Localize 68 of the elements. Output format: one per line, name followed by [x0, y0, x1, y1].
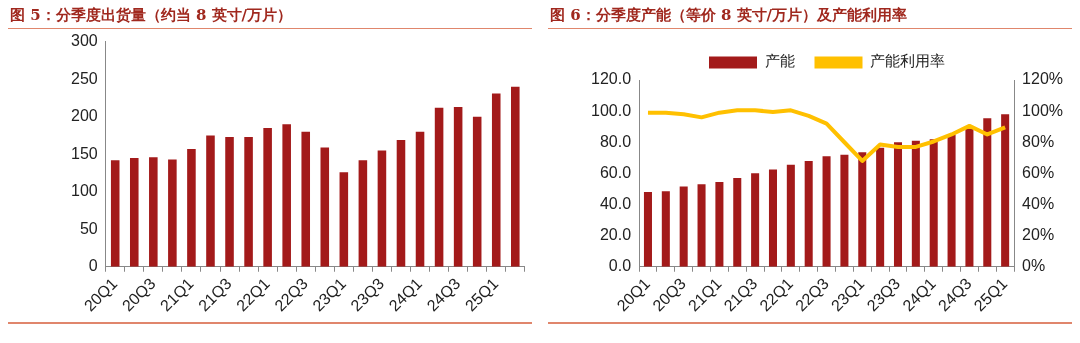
- bar: [983, 118, 992, 267]
- bar: [415, 131, 425, 267]
- bar: [282, 124, 291, 267]
- bar: [472, 116, 482, 267]
- y-tick-label: 200: [70, 107, 98, 125]
- y2-tick-label: 60%: [1022, 163, 1055, 181]
- y-tick-label: 80.0: [599, 132, 632, 150]
- bar: [149, 157, 158, 267]
- y2-tick-label: 100%: [1022, 101, 1063, 119]
- bar: [301, 131, 311, 267]
- bar: [1001, 114, 1010, 267]
- bar: [947, 134, 956, 267]
- bar: [434, 107, 444, 267]
- y-tick-label: 120.0: [590, 70, 632, 88]
- y-tick-label: 300: [70, 32, 98, 50]
- bar: [225, 136, 234, 267]
- bar: [244, 136, 253, 267]
- bar: [876, 147, 885, 267]
- bar: [511, 86, 520, 267]
- y-tick-label: 100: [70, 182, 98, 200]
- y-tick-label: 250: [70, 69, 98, 87]
- bar: [911, 140, 920, 267]
- y2-tick-label: 20%: [1022, 226, 1055, 244]
- bar: [661, 191, 670, 267]
- bar: [965, 128, 974, 267]
- bar: [168, 159, 177, 267]
- bar: [679, 186, 688, 267]
- chart-title: 图 5：分季度出货量（约当 8 英寸/万片）: [8, 4, 532, 29]
- bar: [751, 173, 760, 267]
- y-tick-label: 0: [88, 257, 98, 275]
- y-tick-label: 50: [79, 219, 98, 237]
- y-tick-label: 150: [70, 144, 98, 162]
- legend-label: 产能: [764, 52, 795, 71]
- bar: [206, 135, 215, 267]
- y2-tick-label: 80%: [1022, 132, 1055, 150]
- bar: [804, 160, 813, 267]
- bar: [263, 127, 272, 267]
- bar: [858, 152, 867, 267]
- bar: [840, 154, 849, 267]
- y-tick-label: 60.0: [599, 163, 632, 181]
- bar: [786, 164, 795, 267]
- bar: [768, 169, 777, 267]
- bar: [358, 160, 368, 267]
- y2-tick-label: 40%: [1022, 194, 1055, 212]
- bar: [893, 142, 903, 267]
- y-tick-label: 20.0: [599, 226, 632, 244]
- legend-label: 产能利用率: [870, 52, 945, 71]
- bar: [377, 150, 387, 267]
- bar: [320, 147, 330, 267]
- bar: [129, 157, 139, 267]
- bar: [822, 156, 831, 267]
- bar: [733, 178, 742, 267]
- bar: [715, 181, 724, 267]
- chart-title: 图 6：分季度产能（等价 8 英寸/万片）及产能利用率: [548, 4, 1072, 29]
- y2-tick-label: 120%: [1022, 70, 1063, 88]
- y-tick-label: 40.0: [599, 194, 632, 212]
- bar: [187, 148, 196, 267]
- bar: [396, 139, 406, 267]
- bar: [697, 184, 706, 267]
- y2-tick-label: 0%: [1022, 257, 1046, 275]
- y-tick-label: 0.0: [608, 257, 632, 275]
- bar: [110, 160, 120, 267]
- bar: [929, 139, 938, 267]
- bar: [453, 106, 463, 267]
- y-tick-label: 100.0: [590, 101, 632, 119]
- bar: [339, 172, 349, 267]
- bar: [643, 192, 652, 267]
- bar: [491, 93, 501, 267]
